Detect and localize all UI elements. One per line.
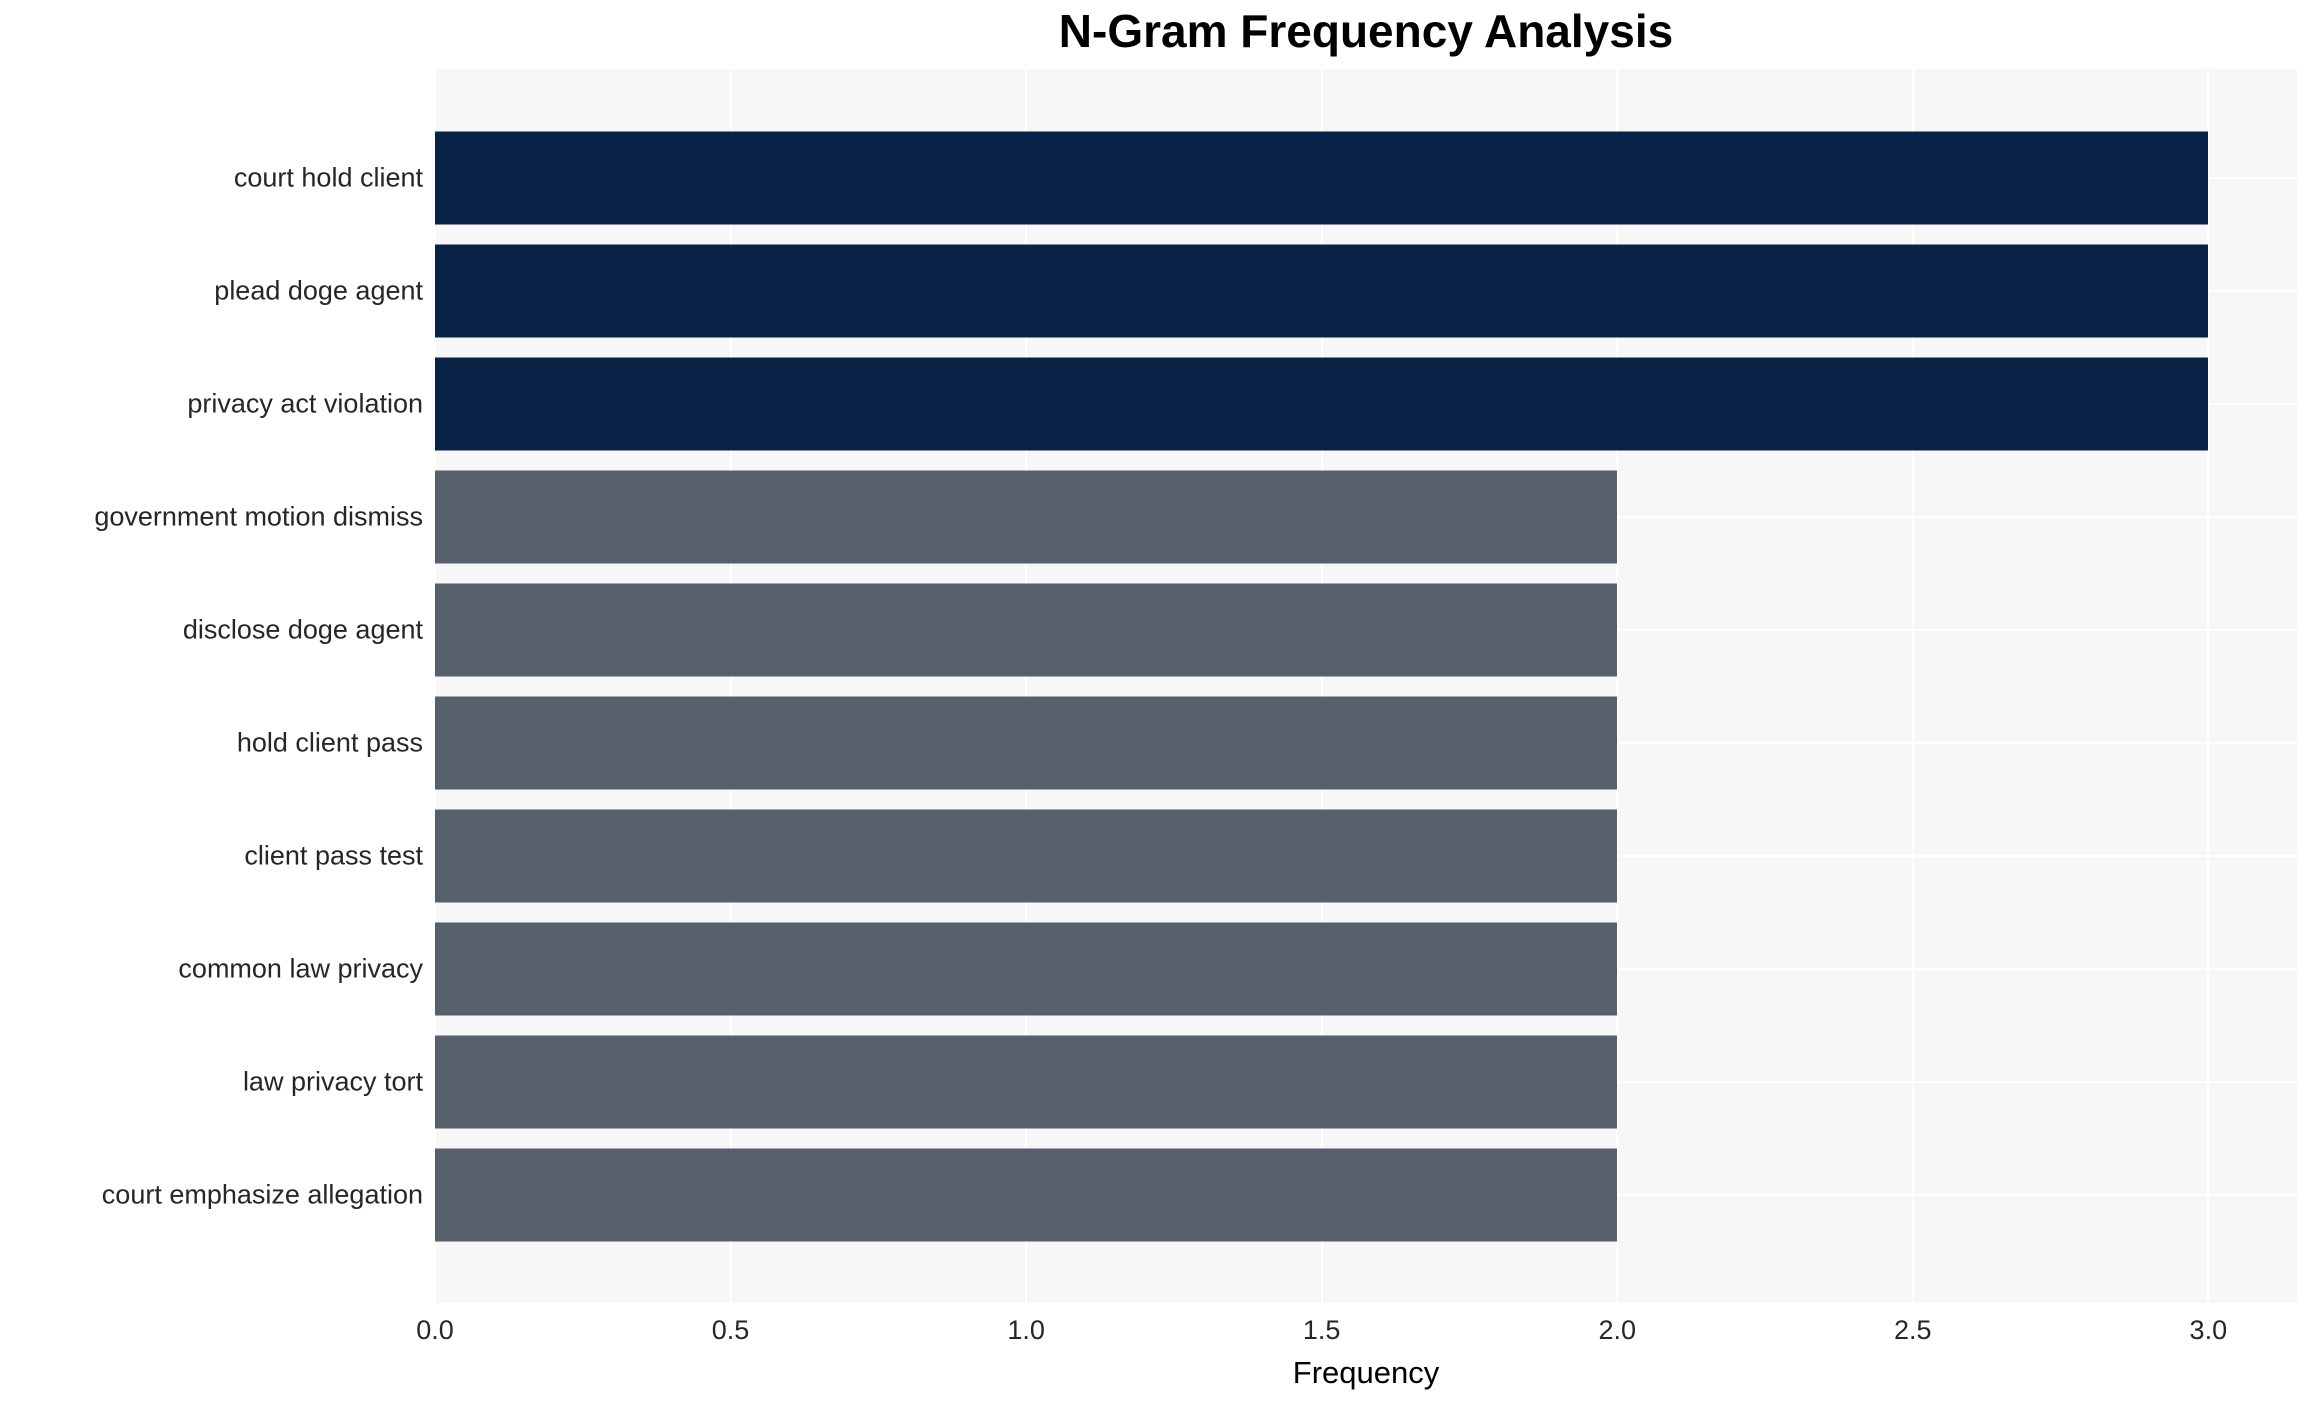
bar	[435, 583, 1618, 676]
bar	[435, 1035, 1618, 1128]
gridline-vertical	[1616, 69, 1619, 1303]
bar	[435, 357, 2209, 450]
y-tick-label: client pass test	[244, 840, 423, 870]
bar	[435, 809, 1618, 902]
gridline-vertical	[1025, 69, 1028, 1303]
bar-row: common law privacy	[178, 912, 2297, 1025]
x-tick-label: 0.5	[711, 1315, 750, 1345]
bar	[435, 696, 1618, 789]
bar-row: court hold client	[234, 121, 2297, 234]
bar-row: hold client pass	[237, 686, 2297, 799]
bar-row: disclose doge agent	[183, 573, 2297, 686]
gridline-vertical	[1320, 69, 1323, 1303]
bar-row: law privacy tort	[243, 1025, 2297, 1138]
chart-title: N-Gram Frequency Analysis	[1058, 5, 1674, 57]
bar	[435, 922, 1618, 1015]
y-tick-label: common law privacy	[178, 953, 423, 983]
y-tick-label: hold client pass	[236, 727, 423, 757]
y-tick-label: disclose doge agent	[182, 614, 423, 644]
bar-row: privacy act violation	[187, 347, 2297, 460]
bar	[435, 470, 1618, 563]
x-tick-label: 0.0	[416, 1315, 454, 1345]
y-tick-label: government motion dismiss	[94, 501, 423, 531]
gridline-vertical	[729, 69, 732, 1303]
bar	[435, 1148, 1618, 1241]
y-tick-label: privacy act violation	[187, 388, 423, 418]
x-tick-label: 1.0	[1007, 1315, 1045, 1345]
x-tick-label: 2.0	[1598, 1315, 1636, 1345]
x-tick-label: 2.5	[1893, 1315, 1932, 1345]
bar-row: client pass test	[244, 799, 2297, 912]
y-tick-label: court emphasize allegation	[101, 1179, 423, 1209]
y-tick-label: court hold client	[233, 162, 423, 192]
gridline-vertical	[2207, 69, 2210, 1303]
x-axis-label: Frequency	[1292, 1355, 1440, 1390]
y-tick-label: plead doge agent	[214, 275, 423, 305]
plot-area: court hold client plead doge agent privacy…	[94, 69, 2297, 1303]
bar-rows: court hold client plead doge agent privacy…	[94, 69, 2297, 1303]
bar-row: government motion dismiss	[94, 460, 2297, 573]
x-tick-label: 1.5	[1302, 1315, 1341, 1345]
gridline-vertical	[434, 69, 436, 1303]
gridline-vertical	[1911, 69, 1914, 1303]
bar-row: plead doge agent	[214, 234, 2297, 347]
bar-row: court emphasize allegation	[102, 1138, 2297, 1251]
x-tick-label: 3.0	[2189, 1315, 2228, 1345]
y-tick-label: law privacy tort	[242, 1066, 423, 1096]
bar	[435, 131, 2209, 224]
bar	[435, 244, 2209, 337]
